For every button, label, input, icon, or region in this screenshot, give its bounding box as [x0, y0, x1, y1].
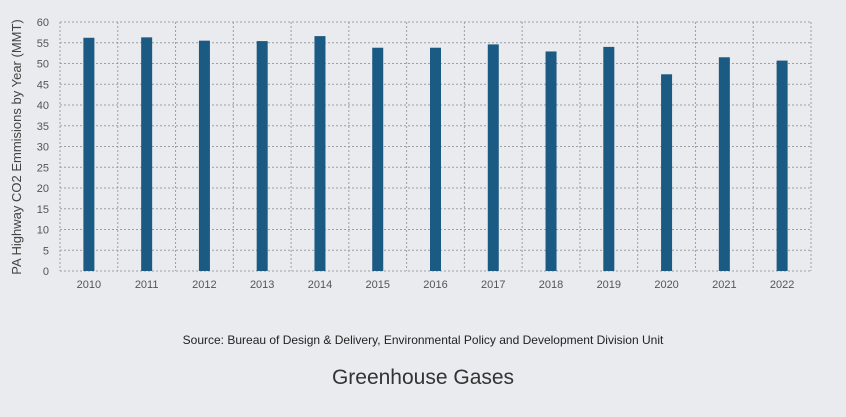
y-tick-label: 25: [37, 162, 49, 174]
x-tick-label: 2022: [770, 279, 794, 291]
x-tick-label: 2020: [654, 279, 678, 291]
x-tick-label: 2013: [250, 279, 274, 291]
bar-layer: [83, 36, 788, 272]
y-tick-label: 60: [37, 17, 49, 29]
y-tick-label: 20: [37, 183, 49, 195]
y-tick-label: 45: [37, 79, 49, 91]
y-tick-label: 30: [37, 142, 49, 154]
bar-2021: [718, 57, 730, 272]
y-tick-label: 50: [37, 59, 49, 71]
y-tick-label: 55: [37, 38, 49, 50]
bar-2010: [83, 37, 95, 271]
y-tick-label: 40: [37, 100, 49, 112]
x-tick-label: 2021: [712, 279, 736, 291]
x-tick-label: 2018: [539, 279, 563, 291]
x-tick-label: 2019: [597, 279, 621, 291]
x-tick-label: 2010: [77, 279, 101, 291]
y-tick-label: 10: [37, 225, 49, 237]
y-tick-label: 5: [43, 245, 49, 257]
y-tick-labels: 0 5 10 15 20 25 30 35 40 45 50 55 60: [37, 17, 49, 278]
bar-2022: [776, 60, 788, 271]
y-tick-label: 0: [43, 266, 49, 278]
bar-2020: [661, 74, 673, 271]
x-tick-label: 2011: [135, 279, 159, 291]
bar-2017: [487, 44, 499, 271]
y-tick-label: 15: [37, 204, 49, 216]
bar-2016: [430, 47, 441, 272]
bar-2011: [141, 37, 153, 272]
y-tick-label: 35: [37, 121, 49, 133]
x-tick-labels: 2010 2011 2012 2013 2014 2015 2016 2017 2018 2019…: [77, 279, 795, 291]
x-tick-label: 2016: [423, 279, 447, 291]
grid-layer: [59, 21, 812, 272]
source-note: Source: Bureau of Design & Delivery, Env…: [182, 333, 664, 347]
chart-caption: Greenhouse Gases: [331, 366, 515, 389]
bar-2012: [198, 40, 210, 271]
x-tick-label: 2014: [308, 279, 332, 291]
bar-2013: [256, 41, 268, 272]
x-tick-label: 2012: [192, 279, 216, 291]
bar-2014: [314, 36, 326, 271]
bar-2019: [603, 46, 615, 272]
bar-2018: [545, 51, 557, 272]
bar-2015: [372, 47, 384, 272]
x-tick-label: 2015: [365, 279, 389, 291]
y-axis-label: PA Highway CO2 Emmisions by Year (MMT): [9, 19, 24, 275]
x-tick-label: 2017: [481, 279, 505, 291]
